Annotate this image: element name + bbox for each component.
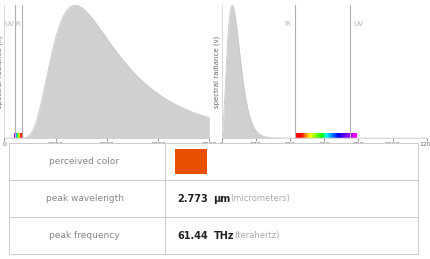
Text: 61.44: 61.44 <box>177 231 208 241</box>
Text: UV: UV <box>4 21 14 27</box>
X-axis label: frequency (THz): frequency (THz) <box>295 149 351 155</box>
Text: 2.773: 2.773 <box>177 193 208 204</box>
Text: IR: IR <box>15 21 22 27</box>
Text: IR: IR <box>284 21 291 27</box>
Text: (terahertz): (terahertz) <box>234 231 279 240</box>
Text: (micrometers): (micrometers) <box>230 194 289 203</box>
FancyBboxPatch shape <box>9 143 417 254</box>
Text: UV: UV <box>353 21 362 27</box>
Y-axis label: spectral radiance (ν): spectral radiance (ν) <box>213 35 220 108</box>
FancyBboxPatch shape <box>175 149 206 174</box>
Y-axis label: spectral radiance (λ): spectral radiance (λ) <box>0 35 3 108</box>
Text: peak frequency: peak frequency <box>49 231 120 240</box>
X-axis label: wavelength (nm): wavelength (nm) <box>77 149 136 155</box>
Text: perceived color: perceived color <box>49 157 120 166</box>
Text: μm: μm <box>213 193 230 204</box>
Text: THz: THz <box>213 231 233 241</box>
Text: peak wavelength: peak wavelength <box>46 194 123 203</box>
